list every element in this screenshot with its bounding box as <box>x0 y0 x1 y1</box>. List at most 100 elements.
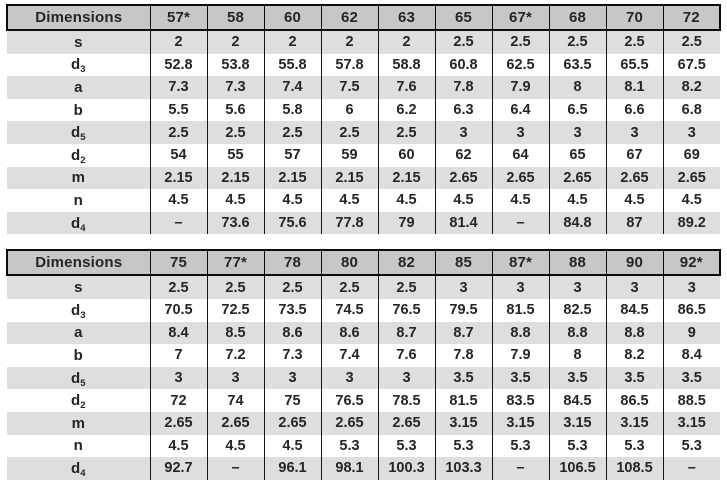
size-column-header: 58 <box>206 4 265 31</box>
value-cell: 2.65 <box>320 411 378 435</box>
size-column-header: 62 <box>320 4 379 31</box>
row-label-subscript: 2 <box>80 400 86 412</box>
size-column-header: 68 <box>548 4 607 31</box>
value-cell: 2.5 <box>263 121 321 144</box>
size-column-header: 67* <box>491 4 550 31</box>
value-cell: 60 <box>377 143 435 167</box>
value-cell: 2.5 <box>377 121 435 144</box>
row-label: d2 <box>7 143 150 167</box>
value-cell: 2.65 <box>206 411 264 435</box>
value-cell: 8 <box>548 344 606 367</box>
value-cell: 3 <box>149 366 207 390</box>
value-cell: 7.4 <box>320 344 378 367</box>
value-cell: 6.6 <box>605 98 663 122</box>
value-cell: 65.5 <box>605 53 663 77</box>
header-row: Dimensions 57* 58 60 62 63 65 67* 68 70 72 <box>6 4 721 31</box>
value-cell: 88.5 <box>662 389 720 412</box>
value-cell: 7.3 <box>263 344 321 367</box>
value-cell: 2.65 <box>149 411 207 435</box>
value-cell: 79 <box>377 211 435 235</box>
value-cell: 3 <box>605 121 663 144</box>
value-cell: 2.65 <box>491 166 549 190</box>
value-cell: 6.4 <box>491 98 549 122</box>
value-cell: 8.8 <box>605 321 663 345</box>
value-cell: 3 <box>491 275 549 299</box>
value-cell: 70.5 <box>149 298 207 322</box>
value-cell: 4.5 <box>434 189 492 212</box>
value-cell: – <box>149 211 207 235</box>
row-label: s <box>7 275 150 299</box>
value-cell: 4.5 <box>548 189 606 212</box>
value-cell: 84.8 <box>548 211 606 235</box>
value-cell: – <box>662 457 720 480</box>
value-cell: 8.4 <box>149 321 207 345</box>
row-label: a <box>7 76 150 99</box>
value-cell: 3 <box>605 275 663 299</box>
value-cell: 3 <box>434 121 492 144</box>
value-cell: 69 <box>662 143 720 167</box>
row-label-subscript: 5 <box>80 132 86 144</box>
value-cell: – <box>491 211 549 235</box>
value-cell: 2.5 <box>605 30 663 54</box>
table-row: n 4.5 4.5 4.5 4.5 4.5 4.5 4.5 4.5 4.5 4.5 <box>7 189 720 212</box>
value-cell: 8.8 <box>548 321 606 345</box>
value-cell: 108.5 <box>605 457 663 480</box>
dimensions-table-1: Dimensions 57* 58 60 62 63 65 67* 68 70 72 s 2 2 2 2 2 2.… <box>6 4 721 235</box>
value-cell: 2.5 <box>263 275 321 299</box>
value-cell: 59 <box>320 143 378 167</box>
value-cell: 77.8 <box>320 211 378 235</box>
table-row: d4–73.6 75.6 77.8 79 81.4–84.8 87 89.2 <box>7 211 720 235</box>
value-cell: 57.8 <box>320 53 378 77</box>
value-cell: 2 <box>206 30 264 54</box>
row-label-subscript: 4 <box>80 467 86 479</box>
value-cell: 6 <box>320 98 378 122</box>
value-cell: 2.15 <box>263 166 321 190</box>
value-cell: 7 <box>149 344 207 367</box>
value-cell: 3.15 <box>491 411 549 435</box>
size-column-header: 72 <box>662 4 721 31</box>
value-cell: 7.3 <box>149 76 207 99</box>
value-cell: 63.5 <box>548 53 606 77</box>
value-cell: 7.3 <box>206 76 264 99</box>
value-cell: 87 <box>605 211 663 235</box>
value-cell: 4.5 <box>149 434 207 458</box>
value-cell: 3.5 <box>434 366 492 390</box>
value-cell: 4.5 <box>263 189 321 212</box>
value-cell: 4.5 <box>206 434 264 458</box>
table-row: d3 70.5 72.5 73.5 74.5 76.5 79.5 81.5 82.5 84.5 86… <box>7 298 720 322</box>
value-cell: 7.9 <box>491 76 549 99</box>
size-column-header: 78 <box>263 249 322 277</box>
table-row: n 4.5 4.5 4.5 5.3 5.3 5.3 5.3 5.3 5.3 5.3 <box>7 434 720 458</box>
size-column-header: 77* <box>206 249 265 277</box>
row-label: d3 <box>7 298 150 322</box>
value-cell: 7.8 <box>434 76 492 99</box>
value-cell: – <box>206 457 264 480</box>
value-cell: 84.5 <box>605 298 663 322</box>
value-cell: 60.8 <box>434 53 492 77</box>
value-cell: 2 <box>377 30 435 54</box>
value-cell: 5.3 <box>548 434 606 458</box>
value-cell: 72.5 <box>206 298 264 322</box>
value-cell: 2.5 <box>434 30 492 54</box>
value-cell: 73.5 <box>263 298 321 322</box>
value-cell: 76.5 <box>377 298 435 322</box>
row-label: d5 <box>7 121 150 144</box>
value-cell: 81.4 <box>434 211 492 235</box>
value-cell: 72 <box>149 389 207 412</box>
value-cell: 58.8 <box>377 53 435 77</box>
value-cell: 67 <box>605 143 663 167</box>
size-column-header: 63 <box>377 4 436 31</box>
value-cell: 4.5 <box>662 189 720 212</box>
value-cell: 2.65 <box>605 166 663 190</box>
value-cell: 2.5 <box>320 275 378 299</box>
value-cell: 106.5 <box>548 457 606 480</box>
value-cell: 3 <box>434 275 492 299</box>
value-cell: 3.5 <box>662 366 720 390</box>
value-cell: 3.15 <box>548 411 606 435</box>
table-row: m 2.15 2.15 2.15 2.15 2.15 2.65 2.65 2.65 2.65 2.6… <box>7 166 720 190</box>
row-label: n <box>7 189 150 212</box>
value-cell: 3.5 <box>605 366 663 390</box>
value-cell: 3.5 <box>491 366 549 390</box>
value-cell: 55 <box>206 143 264 167</box>
value-cell: 76.5 <box>320 389 378 412</box>
